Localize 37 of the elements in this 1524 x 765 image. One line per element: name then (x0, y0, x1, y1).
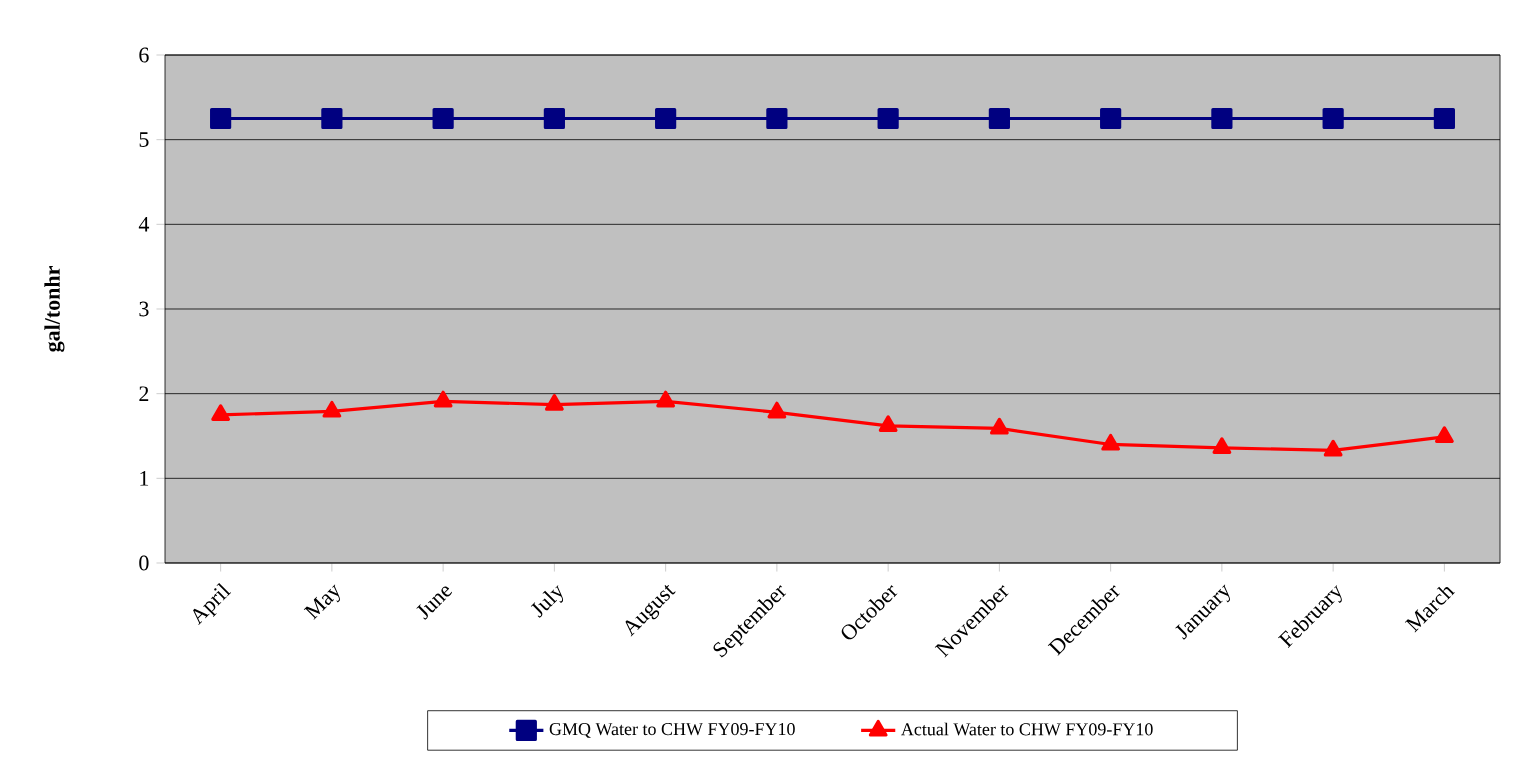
point (766, 107, 788, 130)
point (767, 401, 787, 419)
y-tick-label: 5 (139, 132, 149, 147)
legend-label: Actual Water to CHW FY09-FY10 (901, 722, 1153, 736)
point (210, 107, 232, 130)
point (656, 390, 676, 408)
point (1100, 107, 1122, 130)
point (1211, 107, 1233, 130)
point (1323, 439, 1343, 457)
point (433, 390, 453, 408)
y-tick-label: 3 (139, 301, 149, 317)
point (1212, 437, 1232, 454)
point (655, 107, 677, 130)
y-tick-label: 1 (140, 471, 149, 486)
y-tick-label: 4 (138, 217, 150, 232)
point (877, 107, 899, 130)
point (988, 107, 1010, 130)
y-axis-title: gal/tonhr (44, 266, 65, 352)
point (1101, 433, 1121, 451)
point (1322, 107, 1344, 130)
point (432, 107, 454, 130)
y-tick-label: 0 (139, 555, 149, 571)
point (878, 415, 898, 432)
point (544, 394, 564, 411)
point (322, 400, 342, 418)
point (1433, 107, 1455, 130)
point (543, 107, 565, 130)
point (211, 404, 231, 421)
x-tick-label: June (416, 586, 453, 620)
y-tick-label: 2 (139, 386, 149, 401)
legend-label: GMQ Water to CHW FY09-FY10 (549, 722, 795, 738)
point (1435, 426, 1454, 443)
y-tick-label: 6 (139, 47, 149, 63)
x-tick-label: May (303, 584, 340, 620)
x-tick-label: July (530, 585, 564, 618)
point (990, 417, 1009, 435)
point (321, 107, 343, 130)
